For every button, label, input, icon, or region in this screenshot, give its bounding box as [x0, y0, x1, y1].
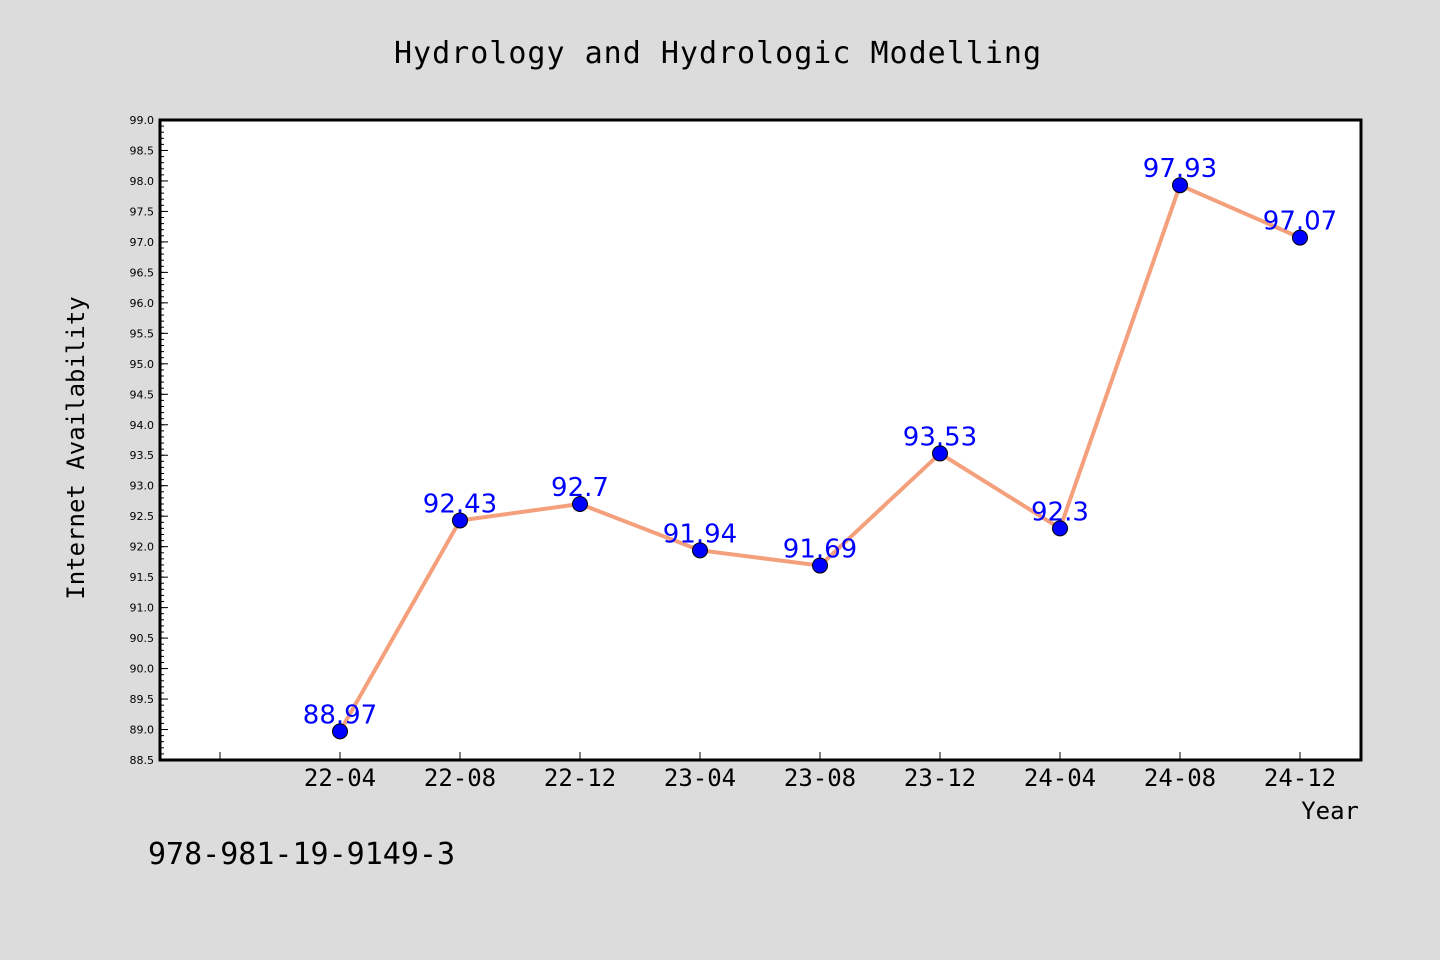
plot-area [158, 118, 1363, 762]
data-label: 91.94 [663, 519, 737, 549]
y-tick-label: 90.0 [130, 663, 155, 676]
y-tick-label: 98.0 [130, 175, 155, 188]
data-label: 97.07 [1263, 207, 1337, 237]
series-group [332, 177, 1308, 740]
data-label: 92.7 [551, 473, 609, 503]
y-tick-label: 91.5 [130, 571, 155, 584]
y-tick-label: 98.5 [130, 144, 155, 157]
x-tick-label: 22-12 [544, 764, 616, 792]
y-tick-label: 89.5 [130, 693, 155, 706]
data-point [932, 445, 948, 462]
data-label: 88.97 [303, 700, 377, 730]
x-tick-label: 22-08 [424, 764, 496, 792]
y-tick-label: 95.5 [130, 327, 155, 340]
data-point [1172, 177, 1188, 194]
x-tick-label: 24-04 [1024, 764, 1096, 792]
data-point [452, 512, 468, 529]
y-tick-label: 96.5 [130, 266, 155, 279]
data-point [692, 542, 708, 559]
x-tick-label: 24-12 [1264, 764, 1336, 792]
y-tick-label: 94.5 [130, 388, 155, 401]
x-tick-label: 23-04 [664, 764, 736, 792]
y-tick-label: 95.0 [130, 358, 155, 371]
y-tick-label: 93.5 [130, 449, 155, 462]
y-tick-label: 97.5 [130, 205, 155, 218]
y-tick-label: 92.5 [130, 510, 155, 523]
data-label: 91.69 [783, 535, 857, 565]
y-tick-label: 96.0 [130, 297, 155, 310]
data-point [572, 496, 588, 512]
y-tick-label: 93.0 [130, 480, 155, 493]
data-point [1052, 520, 1068, 537]
data-label: 97.93 [1143, 154, 1217, 184]
data-point [1292, 229, 1308, 246]
y-tick-label: 91.0 [130, 602, 155, 615]
x-tick-label: 23-08 [784, 764, 856, 792]
y-tick-label: 89.0 [130, 724, 155, 737]
y-axis: 88.5 89.0 89.5 90.0 90.5 91.0 91.5 92.0 92.5 93.0… [130, 114, 168, 767]
data-label: 92.3 [1031, 497, 1089, 527]
data-point [812, 557, 828, 574]
x-axis-label: Year [1301, 797, 1359, 825]
y-tick-label: 97.0 [130, 236, 155, 249]
y-axis-label: Internet Availability [62, 296, 90, 599]
y-tick-label: 88.5 [130, 754, 155, 767]
data-point [332, 723, 348, 740]
x-axis: 22-04 22-08 22-12 23-04 23-08 23-12 24-04 24-08… [219, 752, 1336, 792]
y-tick-label: 94.0 [130, 419, 155, 432]
x-tick-label: 24-08 [1144, 764, 1216, 792]
isbn-text: 978-981-19-9149-3 [148, 837, 455, 872]
y-tick-label: 92.0 [130, 541, 155, 554]
x-tick-label: 23-12 [904, 764, 976, 792]
y-tick-label: 90.5 [130, 632, 155, 645]
x-tick-label: 22-04 [304, 764, 376, 792]
chart-title: Hydrology and Hydrologic Modelling [394, 36, 1042, 71]
data-label: 92.43 [423, 489, 497, 519]
data-label: 93.53 [903, 422, 977, 452]
data-labels: 88.97 92.43 92.7 91.94 91.69 93.53 92.3 97.93 97… [303, 154, 1337, 730]
y-tick-label: 99.0 [130, 114, 155, 127]
